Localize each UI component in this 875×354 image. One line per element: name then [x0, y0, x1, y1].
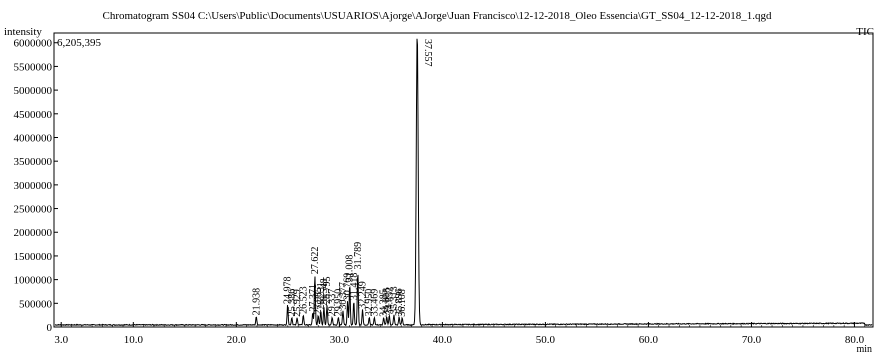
peak-label: 29.950 — [333, 289, 344, 317]
peak-label: 31.418 — [349, 273, 360, 301]
x-tick-label: 10.0 — [124, 334, 144, 346]
series-label: TIC — [856, 26, 874, 38]
peak-label: 37.557 — [422, 39, 433, 67]
peak-label: 31.008 — [345, 255, 356, 283]
y-tick-label: 4500000 — [14, 109, 53, 121]
y-tick-label: 5500000 — [14, 61, 53, 73]
x-tick-label: 60.0 — [639, 334, 659, 346]
peak-label: 27.622 — [310, 247, 321, 275]
x-tick-label: 70.0 — [742, 334, 762, 346]
x-tick-label: 3.0 — [54, 334, 68, 346]
peak-label: 28.795 — [322, 276, 333, 304]
peak-label: 32.249 — [358, 281, 369, 309]
y-tick-label: 4000000 — [14, 132, 53, 144]
peak-label: 35.896 — [394, 288, 405, 316]
chart-title: Chromatogram SS04 C:\Users\Public\Docume… — [102, 10, 772, 22]
peak-label: 30.377 — [338, 282, 349, 310]
peak-label: 28.231 — [316, 282, 327, 310]
peak-label: 34.385 — [379, 289, 390, 317]
peak-label: 35.313 — [389, 286, 400, 314]
y-tick-label: 2000000 — [14, 227, 53, 239]
y-axis-label: intensity — [4, 26, 42, 38]
x-axis: 3.0 10.0 20.0 30.0 40.0 50.0 60.0 70.0 80.0 — [54, 322, 866, 346]
y-tick-label: 6000000 — [14, 38, 53, 50]
x-tick-label: 80.0 — [845, 334, 865, 346]
peak-label: 27.371 — [308, 284, 319, 312]
y-tick-label: 2500000 — [14, 204, 53, 216]
peak-label: 25.929 — [292, 289, 303, 317]
peak-label: 36.108 — [397, 289, 408, 317]
tic-trace — [54, 38, 873, 327]
peak-label: 34.852 — [384, 287, 395, 315]
x-tick-label: 30.0 — [330, 334, 350, 346]
y-tick-label: 1000000 — [14, 275, 53, 287]
peak-label: 32.950 — [364, 289, 375, 317]
y-tick-label: 3500000 — [14, 156, 53, 168]
peak-label: 30.769 — [343, 273, 354, 301]
x-tick-label: 50.0 — [536, 334, 556, 346]
peak-label: 21.938 — [251, 288, 262, 316]
peak-label: 31.789 — [353, 242, 364, 270]
y-tick-label: 500000 — [19, 298, 53, 310]
peak-label: 28.548 — [319, 278, 330, 306]
x-tick-label: 20.0 — [227, 334, 247, 346]
y-tick-label: 3000000 — [14, 180, 53, 192]
peak-label: 27.985 — [313, 287, 324, 315]
peak-label: 33.469 — [369, 289, 380, 317]
y-tick-label: 0 — [47, 322, 53, 334]
y-tick-label: 5000000 — [14, 85, 53, 97]
peak-label: 25.386 — [287, 289, 298, 317]
peak-label: 29.337 — [327, 289, 338, 317]
peak-label: 26.523 — [298, 286, 309, 314]
x-axis-label: min — [856, 344, 872, 354]
plot-frame — [53, 32, 874, 328]
x-tick-label: 40.0 — [433, 334, 453, 346]
max-intensity-label: 6,205,395 — [57, 37, 102, 49]
y-axis: 0 500000 1000000 1500000 2000000 2500000 30000… — [14, 38, 58, 334]
y-tick-label: 1500000 — [14, 251, 53, 263]
peak-label: 34.608 — [382, 288, 393, 316]
peak-label: 24.978 — [283, 276, 294, 304]
